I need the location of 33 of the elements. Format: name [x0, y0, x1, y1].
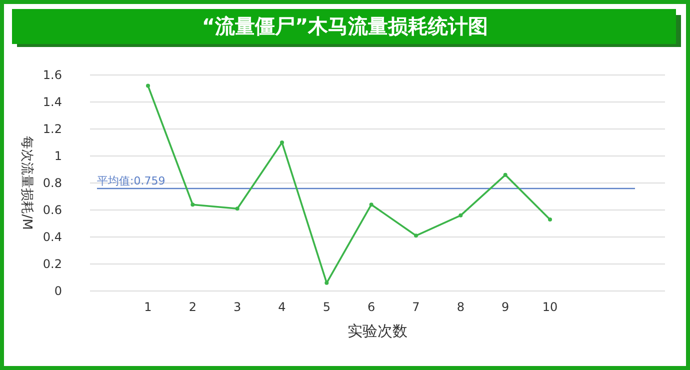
x-tick-label: 1	[144, 300, 152, 314]
y-tick-label: 0.6	[42, 203, 62, 217]
x-tick-label: 6	[368, 300, 376, 314]
y-tick-label: 0.2	[42, 257, 62, 271]
point	[190, 202, 195, 207]
x-tick-label: 5	[322, 300, 330, 314]
x-tick-label: 3	[234, 300, 242, 314]
point	[548, 217, 552, 222]
point	[146, 84, 150, 88]
x-axis-title: 实验次数	[348, 322, 408, 340]
x-tick-label: 10	[542, 300, 558, 314]
x-tick-label: 8	[456, 300, 464, 314]
point	[414, 234, 418, 238]
point	[235, 206, 240, 211]
y-tick-label: 1	[54, 149, 62, 163]
point	[369, 202, 374, 207]
x-tick-label: 4	[278, 300, 286, 314]
chart-title: “流量僵尸”木马流量损耗统计图	[202, 14, 488, 38]
y-tick-label: 0.4	[42, 230, 62, 244]
x-tick-label: 7	[412, 300, 420, 314]
y-tick-label: 1.6	[42, 68, 62, 82]
x-tick-label: 9	[502, 300, 510, 314]
point	[324, 280, 329, 285]
y-tick-label: 0	[54, 284, 62, 298]
x-tick-label: 2	[188, 300, 196, 314]
y-tick-label: 1.2	[42, 122, 62, 136]
y-tick-label: 1.4	[42, 95, 62, 109]
point	[280, 140, 284, 144]
ref-line-label: 平均值:0.759	[97, 174, 166, 188]
point	[503, 172, 508, 177]
y-tick-label: 0.8	[42, 176, 62, 190]
y-axis-title: 每次流量损耗/M	[19, 136, 35, 230]
point	[458, 213, 463, 218]
